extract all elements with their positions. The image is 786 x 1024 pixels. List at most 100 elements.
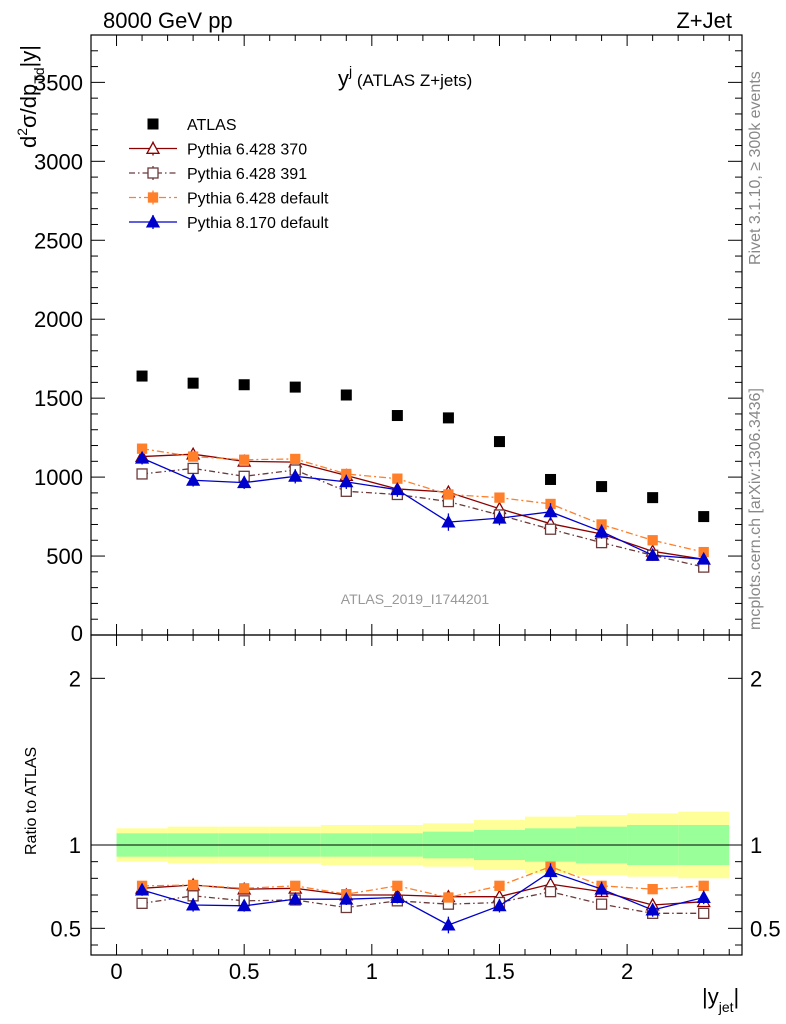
x-tick-label: 0: [110, 959, 122, 984]
y-tick-label: 3500: [34, 70, 83, 95]
series-4-ratio-point: [134, 882, 150, 896]
legend-entry-5-marker: [145, 214, 161, 228]
series-3-point: [239, 454, 250, 465]
atlas-data-point: [698, 511, 710, 523]
series-4-ratio-point: [288, 891, 303, 905]
series-4-point: [390, 482, 405, 496]
legend-entry-4-label: Pythia 6.428 default: [187, 191, 329, 208]
x-tick-label: 1.5: [484, 959, 515, 984]
series-2-point: [136, 468, 148, 480]
series-4-ratio-point: [237, 898, 252, 912]
legend-entry-2-marker: [145, 141, 161, 154]
series-3-ratio-point: [647, 884, 658, 895]
axis-ticks: [91, 34, 742, 955]
y-tick-label: 0: [71, 621, 83, 646]
series-4-ratio-point: [339, 891, 354, 905]
series-4-point: [441, 514, 456, 528]
ratio-tick-label-right: 1: [750, 833, 762, 858]
series-1-line: [142, 453, 704, 560]
series-4-point: [645, 547, 660, 561]
chart-title: yj (ATLAS Z+jets): [338, 63, 472, 91]
atlas-data-point: [596, 481, 608, 493]
y-tick-label: 2000: [34, 307, 83, 332]
legend-entry-2-label: Pythia 6.428 370: [187, 142, 307, 159]
y-tick-label: 3000: [34, 149, 83, 174]
series-2-ratio-point: [595, 898, 608, 910]
series-3-point: [392, 473, 403, 484]
series-2-line: [141, 467, 704, 568]
atlas-data-point: [340, 389, 352, 401]
y-tick-label: 1500: [34, 386, 83, 411]
series-4-ratio-point: [186, 897, 201, 911]
legend-entry-5-label: Pythia 8.170 default: [187, 215, 329, 232]
series-4-point: [186, 472, 201, 486]
series-4-point: [543, 504, 558, 518]
legend-entry-4-marker: [147, 192, 159, 203]
series-2-ratio-point: [136, 897, 148, 909]
mcplots-label: mcplots.cern.ch [arXiv:1306.3436]: [747, 388, 764, 630]
x-tick-label: 0.5: [229, 959, 260, 984]
atlas-data-point: [238, 379, 250, 391]
series-layer: [134, 443, 711, 934]
atlas-data-point: [493, 436, 505, 448]
series-4-point: [594, 524, 609, 538]
legend-entry-3-marker: [147, 167, 159, 179]
atlas-data-point: [545, 473, 557, 485]
rivet-label: Rivet 3.1.10, ≥ 300k events: [747, 71, 764, 265]
series-4: [134, 450, 711, 934]
series-3-ratio-point: [443, 892, 454, 903]
series-3-point: [443, 489, 454, 500]
series-2-point: [544, 523, 557, 535]
series-3-point: [494, 492, 505, 503]
series-3-ratio-line: [142, 865, 704, 899]
series-3-point: [647, 535, 658, 546]
legend-entry-3-label: Pythia 6.428 391: [187, 166, 307, 183]
series-1-ratio-line: [142, 883, 704, 906]
series-3-ratio-point: [187, 879, 199, 891]
series-4-ratio-point: [696, 890, 711, 903]
ratio-uncertainty-bands: [91, 811, 742, 879]
series-4-line: [141, 457, 704, 560]
legend: ATLAS Pythia 6.428 370 Pythia 6.428 391 Pyt…: [129, 117, 329, 232]
atlas-data-point: [187, 377, 199, 389]
y-tick-label: 1000: [34, 465, 83, 490]
series-4-ratio-line: [141, 870, 704, 926]
series-3-line: [141, 448, 704, 553]
ratio-tick-label-left: 1: [69, 833, 81, 858]
atlas-data-point: [289, 381, 301, 393]
atlas-data-point: [442, 412, 454, 424]
y-tick-label: 500: [46, 544, 83, 569]
series-3-point: [290, 453, 301, 465]
series-3-ratio-point: [698, 880, 709, 891]
legend-entry-1-marker: [147, 118, 159, 130]
atlas-data-point: [647, 492, 659, 504]
series-4-ratio-point: [543, 864, 558, 878]
series-4-ratio-point: [492, 898, 507, 912]
series-4-ratio-point: [594, 881, 609, 895]
series-2-point: [187, 462, 199, 475]
series-4-point: [339, 474, 354, 488]
series-2-ratio-point: [544, 886, 557, 898]
ratio-tick-label-left: 0.5: [50, 916, 81, 941]
series-4-point: [492, 510, 507, 524]
atlas-data-point: [391, 410, 403, 422]
series-2-point: [595, 536, 608, 549]
header-right: Z+Jet: [676, 8, 732, 33]
header-left: 8000 GeV pp: [103, 8, 233, 33]
ratio-tick-label-left: 2: [69, 666, 81, 691]
ratio-tick-label-right: 2: [750, 666, 762, 691]
y-tick-label: 2500: [34, 228, 83, 253]
x-axis-label: |yjet|: [702, 984, 739, 1015]
series-4-point: [696, 551, 711, 565]
legend-entry-1-label: ATLAS: [187, 117, 237, 134]
series-3-ratio-point: [239, 883, 250, 894]
series-3-ratio-point: [392, 880, 403, 891]
series-4-ratio-point: [441, 917, 456, 931]
series-2-ratio-point: [698, 907, 710, 919]
ratio-tick-label-right: 0.5: [750, 916, 781, 941]
series-3-ratio-point: [290, 880, 301, 891]
series-2-ratio-line: [141, 891, 704, 914]
x-tick-label: 1: [366, 959, 378, 984]
ratio-axis-label: Ratio to ATLAS: [23, 747, 40, 855]
